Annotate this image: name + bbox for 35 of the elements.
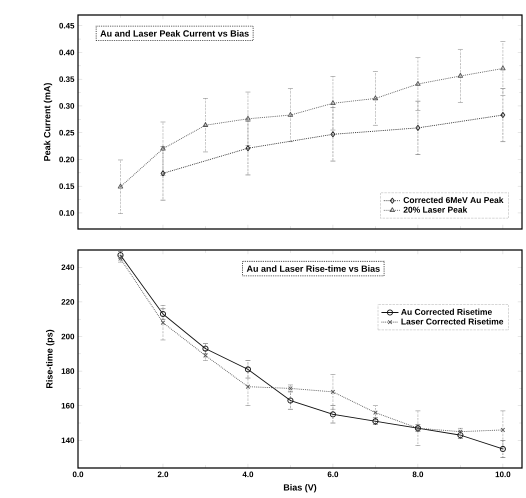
legend-label: 20% Laser Peak [404, 206, 468, 213]
point [245, 116, 251, 121]
text: Au and Laser Rise-time vs Bias [246, 265, 380, 272]
legend-label: Corrected 6MeV Au Peak [404, 196, 504, 204]
y-axis-title: Rise-time (ps) [46, 330, 54, 388]
point [160, 170, 166, 176]
point [244, 366, 251, 372]
point [500, 65, 506, 70]
point [160, 320, 166, 325]
point [118, 184, 124, 188]
point [202, 346, 209, 352]
point [330, 131, 336, 138]
point [416, 124, 420, 131]
point [203, 353, 208, 358]
point [246, 384, 250, 389]
legend-label: Au Corrected Risetime [401, 308, 492, 315]
point [160, 146, 166, 150]
text: Au and Laser Peak Current vs Bias [100, 30, 249, 37]
point [415, 80, 421, 86]
point [288, 112, 294, 117]
x-axis-title: Bias (V) [284, 484, 316, 492]
point [373, 410, 378, 415]
point [500, 428, 506, 432]
legend-label: Laser Corrected Risetime [401, 318, 504, 325]
point [287, 397, 294, 404]
point [330, 100, 336, 106]
point [372, 95, 378, 100]
point [500, 112, 506, 118]
point [458, 72, 464, 78]
y-axis-title: Peak Current (mA) [44, 83, 52, 161]
point [330, 411, 336, 418]
point [330, 390, 336, 394]
point [202, 122, 208, 127]
point [246, 145, 250, 152]
point [160, 310, 166, 318]
